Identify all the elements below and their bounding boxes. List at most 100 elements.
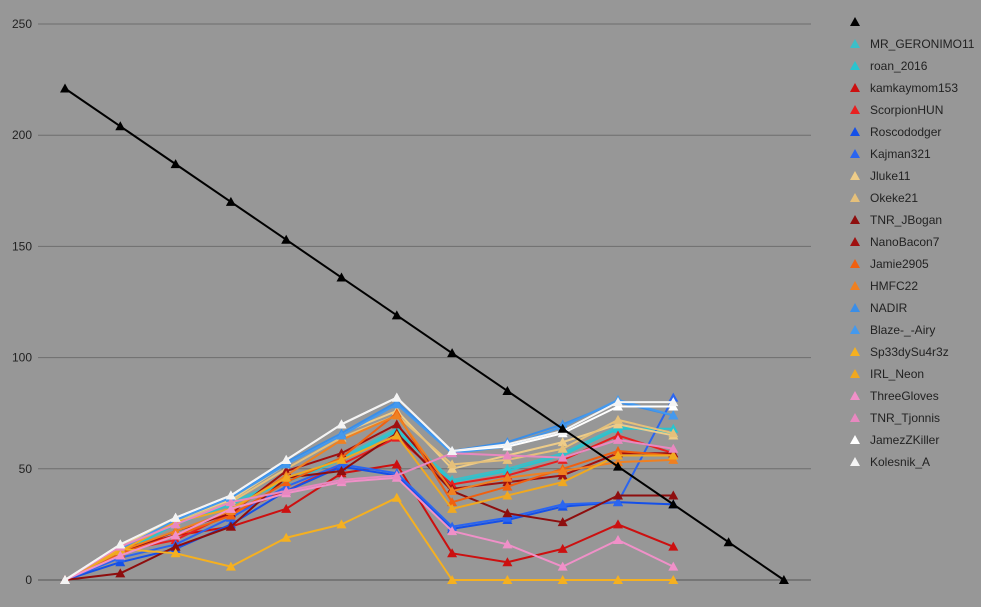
data-point-marker xyxy=(225,497,236,507)
legend-label: Jamie2905 xyxy=(870,257,929,271)
data-point-marker xyxy=(336,466,347,476)
series-line xyxy=(64,87,785,581)
legend-marker xyxy=(850,105,860,114)
series-group xyxy=(60,392,679,584)
legend-label: Okeke21 xyxy=(870,191,918,205)
legend-label: Blaze-_-Airy xyxy=(870,323,935,337)
data-point-marker xyxy=(170,159,181,169)
series-group xyxy=(60,428,679,584)
data-point-marker xyxy=(613,434,623,444)
y-tick-label: 250 xyxy=(12,17,32,31)
legend-label: Jluke11 xyxy=(870,169,911,183)
series-line xyxy=(64,396,674,581)
data-point-marker xyxy=(613,534,623,544)
legend-item: TNR_Tjonnis xyxy=(850,411,940,425)
data-point-marker xyxy=(336,454,347,464)
data-point-marker xyxy=(170,530,181,540)
legend-item: kamkaymom153 xyxy=(850,81,958,95)
data-point-marker xyxy=(281,472,292,482)
legend-label: ThreeGloves xyxy=(870,389,939,403)
legend-label: TNR_JBogan xyxy=(870,213,942,227)
legend-item: MR_GERONIMO11 xyxy=(850,37,975,51)
data-point-marker xyxy=(613,490,623,500)
data-point-marker xyxy=(557,543,568,553)
series-line xyxy=(64,438,674,581)
data-point-marker xyxy=(391,419,402,429)
legend-item: TNR_JBogan xyxy=(850,213,942,227)
legend-marker xyxy=(850,325,860,334)
data-point-marker xyxy=(391,410,402,420)
legend-item xyxy=(850,17,860,26)
data-point-marker xyxy=(502,385,513,395)
data-point-marker xyxy=(336,474,347,484)
plot-area xyxy=(60,83,789,584)
legend-item: ScorpionHUN xyxy=(850,103,943,117)
data-point-marker xyxy=(502,539,513,549)
legend-label: roan_2016 xyxy=(870,59,928,73)
data-point-marker xyxy=(502,439,513,449)
legend-marker xyxy=(850,215,860,224)
legend-marker xyxy=(850,281,860,290)
legend-item: Kolesnik_A xyxy=(850,455,930,469)
data-point-marker xyxy=(613,397,623,407)
legend-marker xyxy=(850,83,860,92)
data-point-marker xyxy=(115,550,126,560)
data-point-marker xyxy=(281,234,292,244)
legend-item: IRL_Neon xyxy=(850,367,924,381)
legend-label: IRL_Neon xyxy=(870,367,924,381)
series-line xyxy=(64,496,674,581)
data-point-marker xyxy=(115,121,126,131)
y-tick-label: 150 xyxy=(12,239,32,253)
series-group xyxy=(60,434,679,584)
legend-marker xyxy=(850,237,860,246)
y-tick-label: 50 xyxy=(19,462,33,476)
legend-item: Jluke11 xyxy=(850,169,911,183)
data-point-marker xyxy=(225,521,236,531)
legend-label: TNR_Tjonnis xyxy=(870,411,940,425)
legend-item: Jamie2905 xyxy=(850,257,929,271)
legend-marker xyxy=(850,17,860,26)
data-point-marker xyxy=(225,503,236,513)
series-line xyxy=(64,463,674,581)
data-point-marker xyxy=(60,83,70,93)
data-point-marker xyxy=(225,490,236,500)
data-point-marker xyxy=(391,310,402,320)
data-point-marker xyxy=(668,450,679,460)
data-point-marker xyxy=(60,575,70,584)
data-point-marker xyxy=(502,450,513,460)
legend-marker xyxy=(850,193,860,202)
data-point-marker xyxy=(447,548,458,558)
data-point-marker xyxy=(447,503,458,513)
series-line xyxy=(64,465,674,581)
series-line xyxy=(64,398,674,581)
data-point-marker xyxy=(557,575,568,584)
legend-label: NanoBacon7 xyxy=(870,235,940,249)
data-point-marker xyxy=(668,428,679,438)
legend-item: JamezZKiller xyxy=(850,433,939,447)
data-point-marker xyxy=(336,419,347,429)
data-point-marker xyxy=(336,519,347,529)
data-point-marker xyxy=(668,499,679,509)
data-point-marker xyxy=(391,399,402,409)
legend-label: HMFC22 xyxy=(870,279,918,293)
data-point-marker xyxy=(170,548,181,558)
legend-item: Sp33dySu4r3z xyxy=(850,345,949,359)
series-line xyxy=(64,476,674,581)
data-point-marker xyxy=(557,423,568,433)
legend-item: ThreeGloves xyxy=(850,389,939,403)
data-point-marker xyxy=(557,517,568,527)
y-tick-label: 0 xyxy=(25,573,32,587)
data-point-marker xyxy=(668,541,679,551)
legend-label: NADIR xyxy=(870,301,908,315)
series-line xyxy=(64,434,674,581)
data-point-marker xyxy=(502,508,513,518)
legend: MR_GERONIMO11 roan_2016 kamkaymom153 Scorpi… xyxy=(850,17,975,469)
legend-item: NanoBacon7 xyxy=(850,235,940,249)
legend-item: Blaze-_-Airy xyxy=(850,323,935,337)
data-point-marker xyxy=(170,512,181,522)
legend-label: ScorpionHUN xyxy=(870,103,943,117)
data-point-marker xyxy=(668,443,679,453)
data-point-marker xyxy=(447,486,458,496)
data-point-marker xyxy=(668,575,679,584)
